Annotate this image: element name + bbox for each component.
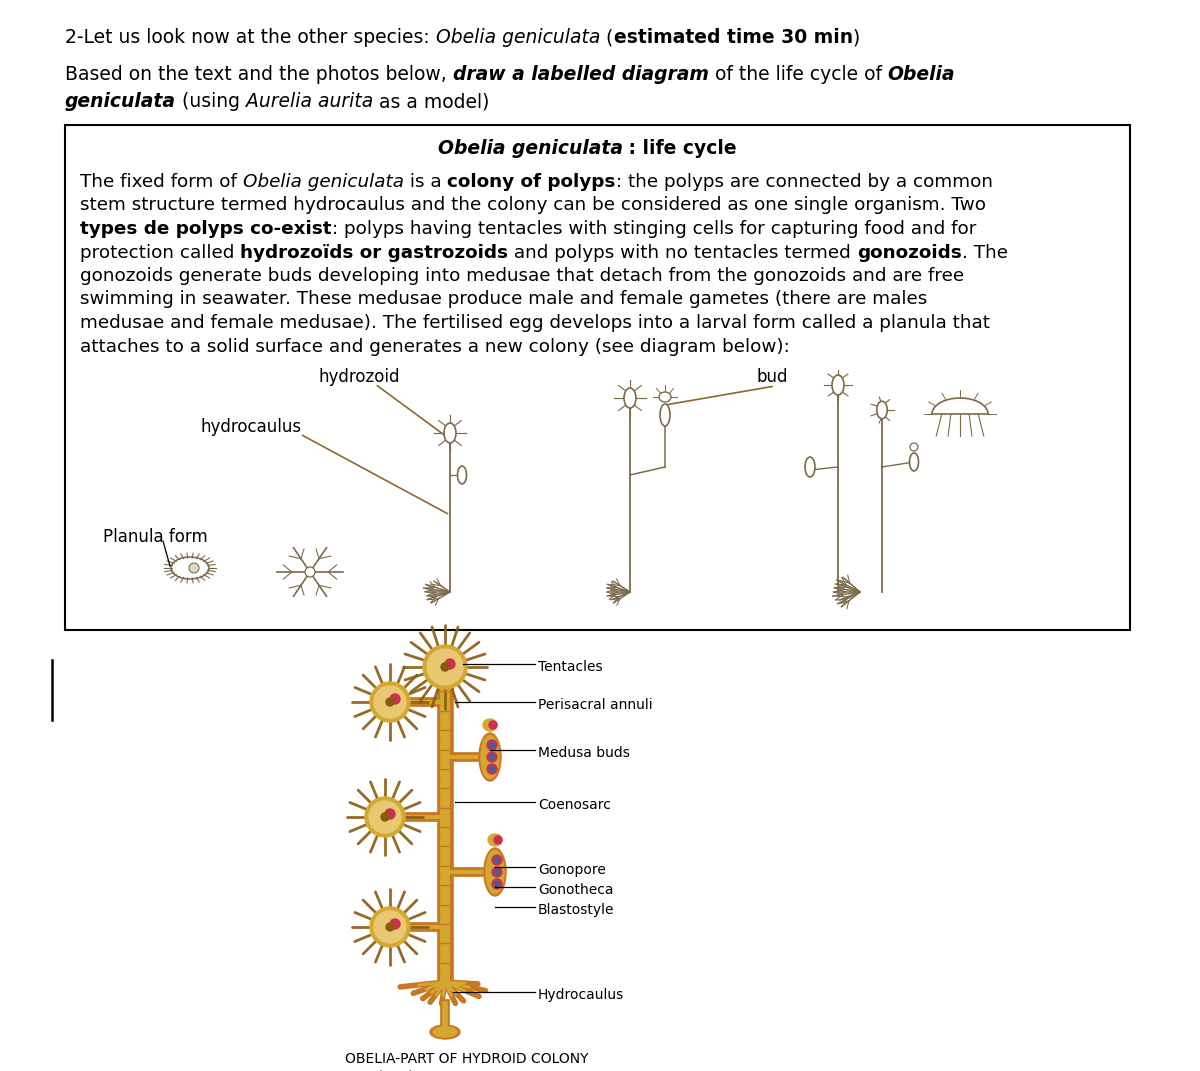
Circle shape [427,649,463,685]
Circle shape [374,687,406,718]
Circle shape [370,682,410,722]
Text: draw a labelled diagram: draw a labelled diagram [452,65,709,84]
Circle shape [370,801,401,833]
Text: medusae and female medusae). The fertilised egg develops into a larval form call: medusae and female medusae). The fertili… [80,314,990,332]
Circle shape [386,698,394,706]
Ellipse shape [624,388,636,408]
Text: (: ( [600,28,613,47]
Circle shape [487,752,497,761]
Ellipse shape [190,563,199,573]
Ellipse shape [910,453,918,471]
Text: (using: (using [176,92,246,111]
Text: types de polyps co-exist: types de polyps co-exist [80,220,331,238]
Text: attaches to a solid surface and generates a new colony (see diagram below):: attaches to a solid surface and generate… [80,337,790,356]
Circle shape [492,868,502,877]
Text: . The: . The [961,243,1008,261]
Text: hydrozoid: hydrozoid [318,368,400,386]
Text: hydrocaulus: hydrocaulus [200,418,301,436]
Ellipse shape [430,1025,460,1039]
Circle shape [370,907,410,947]
Text: Gonotheca: Gonotheca [538,883,613,897]
Text: Blastostyle: Blastostyle [538,903,614,917]
Ellipse shape [433,1027,457,1037]
Ellipse shape [484,848,506,896]
Text: OBELIA-PART OF HYDROID COLONY: OBELIA-PART OF HYDROID COLONY [346,1052,588,1066]
Text: The fixed form of: The fixed form of [80,174,242,191]
Ellipse shape [877,402,887,419]
Ellipse shape [481,736,499,779]
Text: ): ) [853,28,860,47]
Ellipse shape [832,375,844,395]
Ellipse shape [482,719,497,731]
Circle shape [487,764,497,774]
Text: Planula form: Planula form [103,528,208,546]
Bar [65,125,1130,630]
Text: Based on the text and the photos below,: Based on the text and the photos below, [65,65,452,84]
Text: : life cycle: : life cycle [623,139,737,159]
Circle shape [490,721,497,729]
Text: : the polyps are connected by a common: : the polyps are connected by a common [616,174,992,191]
Ellipse shape [488,834,502,846]
Ellipse shape [910,443,918,451]
Text: Gonopore: Gonopore [538,863,606,877]
Text: protection called: protection called [80,243,240,261]
Text: Obelia geniculata: Obelia geniculata [438,139,623,159]
Text: 2-Let us look now at the other species:: 2-Let us look now at the other species: [65,28,436,47]
Text: and polyps with no tentacles termed: and polyps with no tentacles termed [509,243,857,261]
Circle shape [390,919,400,929]
Text: estimated time 30 min: estimated time 30 min [613,28,853,47]
Circle shape [490,754,494,759]
Ellipse shape [457,466,467,484]
Text: colony of polyps: colony of polyps [448,174,616,191]
Text: gonozoids generate buds developing into medusae that detach from the gonozoids a: gonozoids generate buds developing into … [80,267,964,285]
Circle shape [382,813,389,821]
Ellipse shape [805,457,815,477]
Ellipse shape [659,392,671,402]
Text: Obelia geniculata: Obelia geniculata [242,174,403,191]
Circle shape [445,659,455,669]
Circle shape [494,858,499,862]
Text: Obelia: Obelia [888,65,955,84]
Text: hydrozoïds or gastrozoids: hydrozoïds or gastrozoids [240,243,509,261]
Ellipse shape [444,423,456,443]
Circle shape [365,797,406,838]
Text: geniculata: geniculata [65,92,176,111]
Text: Aurelia aurita: Aurelia aurita [246,92,373,111]
Text: Perisacral annuli: Perisacral annuli [538,698,653,712]
Text: Tentacles: Tentacles [538,660,602,674]
Circle shape [305,567,314,577]
Circle shape [374,911,406,942]
Text: gonozoids: gonozoids [857,243,961,261]
Text: as a model): as a model) [373,92,490,111]
Text: Obelia geniculata: Obelia geniculata [436,28,600,47]
Circle shape [424,645,467,689]
Circle shape [390,694,400,704]
Circle shape [492,855,502,865]
Circle shape [494,870,499,875]
Text: bud: bud [756,368,787,386]
Text: of the life cycle of: of the life cycle of [709,65,888,84]
Text: Hydrocaulus: Hydrocaulus [538,989,624,1002]
Circle shape [442,663,449,672]
Ellipse shape [660,404,670,426]
Circle shape [487,740,497,750]
Circle shape [492,879,502,889]
Ellipse shape [479,733,502,781]
Text: swimming in seawater. These medusae produce male and female gametes (there are m: swimming in seawater. These medusae prod… [80,290,928,308]
Circle shape [490,742,494,748]
Text: Medusa buds: Medusa buds [538,746,630,760]
Circle shape [386,923,394,931]
Circle shape [494,836,502,844]
Ellipse shape [486,850,504,893]
Text: Coenosarc: Coenosarc [538,798,611,812]
Circle shape [490,767,494,771]
Circle shape [494,881,499,887]
Circle shape [385,809,395,819]
Text: stem structure termed hydrocaulus and the colony can be considered as one single: stem structure termed hydrocaulus and th… [80,196,986,214]
Ellipse shape [172,557,209,579]
Text: is a: is a [403,174,448,191]
Text: : polyps having tentacles with stinging cells for capturing food and for: : polyps having tentacles with stinging … [331,220,976,238]
